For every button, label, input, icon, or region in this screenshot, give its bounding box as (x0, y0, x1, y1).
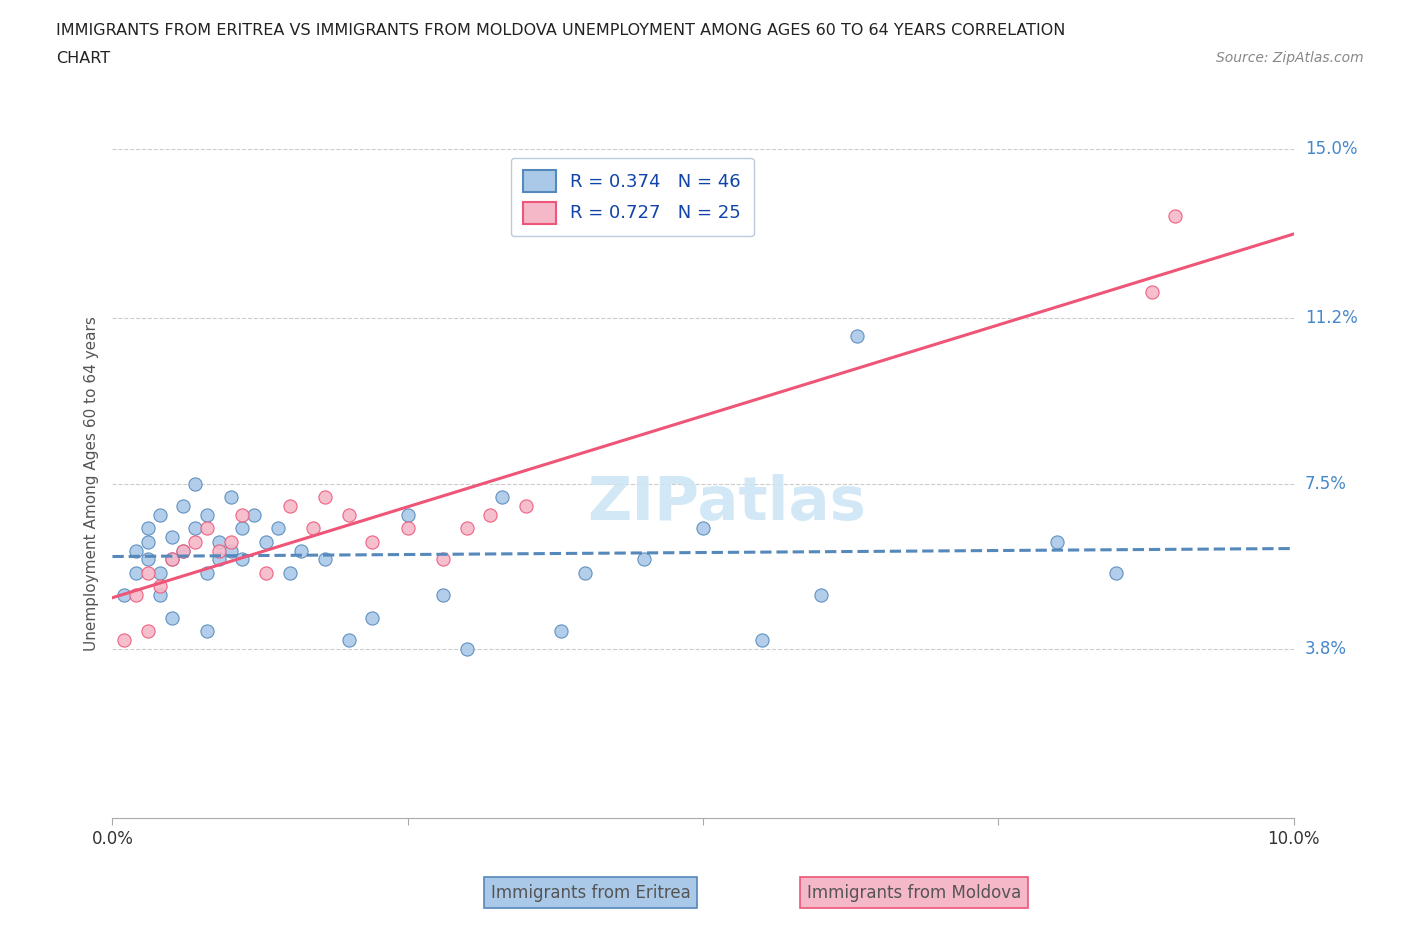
Point (219, 489, 242, 504)
Point (290, 543, 312, 558)
Point (195, 565, 218, 580)
Point (172, 543, 194, 558)
Point (160, 552, 183, 567)
Point (219, 543, 242, 558)
Point (208, 534, 231, 549)
Text: Immigrants from Eritrea: Immigrants from Eritrea (491, 884, 690, 902)
Point (231, 552, 253, 567)
Point (195, 521, 218, 536)
Text: 15.0%: 15.0% (1305, 140, 1357, 158)
Y-axis label: Unemployment Among Ages 60 to 64 years: Unemployment Among Ages 60 to 64 years (83, 316, 98, 651)
Point (184, 476, 207, 491)
Point (314, 489, 336, 504)
Point (456, 642, 478, 657)
Point (195, 623, 218, 638)
Point (314, 552, 336, 567)
Point (361, 610, 384, 625)
Point (574, 565, 596, 580)
Point (160, 552, 183, 567)
Point (751, 632, 773, 647)
Text: CHART: CHART (56, 51, 110, 66)
Point (361, 534, 384, 549)
Point (278, 565, 301, 580)
Point (432, 552, 454, 567)
Text: 11.2%: 11.2% (1305, 310, 1357, 327)
Point (491, 489, 513, 504)
Point (633, 552, 655, 567)
Point (112, 632, 135, 647)
Point (184, 521, 207, 536)
Text: ZIPatlas: ZIPatlas (588, 474, 866, 533)
Point (810, 588, 832, 603)
Point (231, 508, 253, 523)
Point (432, 588, 454, 603)
Text: 3.8%: 3.8% (1305, 640, 1347, 658)
Point (219, 534, 242, 549)
Point (456, 521, 478, 536)
Point (1164, 208, 1187, 223)
Point (149, 508, 172, 523)
Point (302, 521, 325, 536)
Text: Immigrants from Moldova: Immigrants from Moldova (807, 884, 1021, 902)
Point (692, 521, 714, 536)
Point (278, 498, 301, 513)
Point (184, 534, 207, 549)
Point (149, 565, 172, 580)
Text: 7.5%: 7.5% (1305, 474, 1347, 493)
Point (231, 521, 253, 536)
Point (112, 588, 135, 603)
Legend: R = 0.374   N = 46, R = 0.727   N = 25: R = 0.374 N = 46, R = 0.727 N = 25 (510, 158, 754, 236)
Point (396, 508, 419, 523)
Point (136, 565, 159, 580)
Point (845, 329, 868, 344)
Text: IMMIGRANTS FROM ERITREA VS IMMIGRANTS FROM MOLDOVA UNEMPLOYMENT AMONG AGES 60 TO: IMMIGRANTS FROM ERITREA VS IMMIGRANTS FR… (56, 23, 1066, 38)
Point (208, 552, 231, 567)
Point (125, 588, 148, 603)
Point (254, 534, 277, 549)
Point (172, 498, 194, 513)
Point (125, 543, 148, 558)
Point (160, 530, 183, 545)
Point (125, 565, 148, 580)
Point (479, 508, 502, 523)
Point (149, 588, 172, 603)
Point (1046, 534, 1069, 549)
Point (243, 508, 266, 523)
Point (254, 565, 277, 580)
Point (136, 623, 159, 638)
Point (337, 632, 360, 647)
Point (267, 521, 290, 536)
Text: Source: ZipAtlas.com: Source: ZipAtlas.com (1216, 51, 1364, 65)
Point (550, 623, 572, 638)
Point (515, 498, 537, 513)
Point (136, 534, 159, 549)
Point (1105, 565, 1128, 580)
Point (136, 552, 159, 567)
Point (160, 610, 183, 625)
Point (172, 543, 194, 558)
Point (195, 508, 218, 523)
Point (208, 543, 231, 558)
Point (1140, 285, 1163, 299)
Point (337, 508, 360, 523)
Point (136, 521, 159, 536)
Point (396, 521, 419, 536)
Point (149, 578, 172, 593)
